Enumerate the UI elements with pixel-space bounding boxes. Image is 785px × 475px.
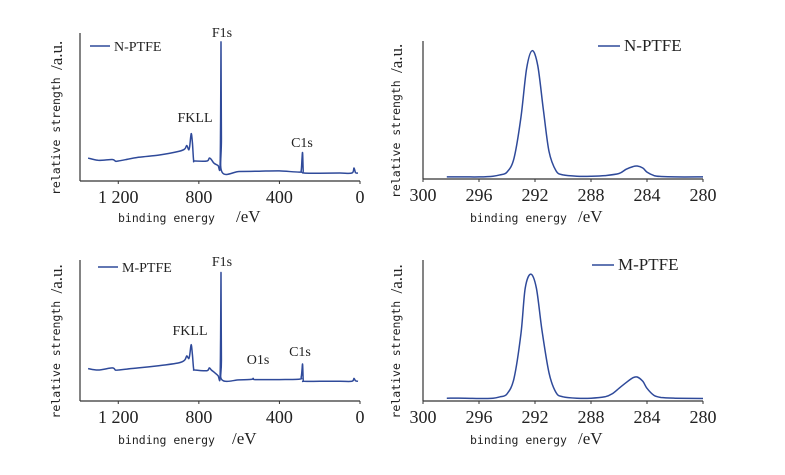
series-line-m-ptfe: [446, 273, 704, 400]
x-axis-unit: /eV: [236, 207, 261, 226]
x-tick-label: 296: [466, 407, 493, 427]
panel-1: 1 200 800 400 0 binding energy/eV relative st…: [47, 26, 365, 226]
peak-label-o1s: O1s: [247, 353, 270, 368]
x-tick-label: 284: [634, 407, 661, 427]
x-tick-label: 284: [634, 185, 661, 205]
x-tick-label: 292: [522, 407, 549, 427]
peak-label-f1s: F1s: [212, 255, 232, 270]
x-tick-label: 280: [690, 407, 717, 427]
y-axis-label-group: relative strength/a.u.: [47, 41, 66, 195]
x-tick-label: 292: [522, 185, 549, 205]
x-axis-unit: /eV: [232, 429, 257, 448]
y-axis-label: relative strength: [49, 301, 63, 419]
x-tick-label: 288: [578, 407, 605, 427]
series-line-n-ptfe: [87, 41, 359, 176]
x-tick-label: 1 200: [98, 407, 139, 427]
x-tick-label: 300: [410, 185, 437, 205]
x-tick-label: 400: [266, 407, 293, 427]
y-axis-label-group: relative strength/a.u.: [387, 44, 406, 198]
peak-label-c1s: C1s: [291, 136, 313, 151]
peak-label-fkll: FKLL: [178, 111, 213, 126]
x-tick-label: 300: [410, 407, 437, 427]
series-line-n-ptfe: [446, 49, 704, 178]
peak-label-fkll: FKLL: [173, 324, 208, 339]
x-tick-label: 800: [185, 407, 212, 427]
panel-3: 1 200 800 400 0 binding energy/eV relative st…: [47, 255, 365, 448]
y-axis-unit: /a.u.: [387, 44, 406, 73]
y-axis-unit: /a.u.: [387, 264, 406, 293]
legend-label: N-PTFE: [114, 40, 161, 55]
legend-label: N-PTFE: [624, 36, 682, 55]
x-tick-label: 296: [466, 185, 493, 205]
x-axis-label: binding energy: [470, 211, 567, 225]
x-tick-label: 0: [356, 187, 365, 207]
x-tick-label: 280: [690, 185, 717, 205]
series-line-m-ptfe: [87, 271, 359, 383]
y-axis-unit: /a.u.: [47, 264, 66, 293]
x-axis-label: binding energy: [118, 211, 215, 225]
legend-label: M-PTFE: [618, 255, 678, 274]
x-tick-label: 1 200: [98, 187, 139, 207]
y-axis-label: relative strength: [389, 80, 403, 198]
legend-label: M-PTFE: [122, 261, 172, 276]
panel-4: 300 296 292 288 284 280 binding energy/eV relat…: [387, 255, 717, 448]
x-axis-unit: /eV: [578, 207, 603, 226]
x-axis-label: binding energy: [470, 433, 567, 447]
x-tick-label: 800: [185, 187, 212, 207]
x-axis-unit: /eV: [578, 429, 603, 448]
y-axis-label-group: relative strength/a.u.: [47, 264, 66, 418]
y-axis-label-group: relative strength/a.u.: [387, 264, 406, 418]
x-tick-label: 288: [578, 185, 605, 205]
y-axis-label: relative strength: [49, 77, 63, 195]
x-tick-label: 400: [266, 187, 293, 207]
panel-2: 300 296 292 288 284 280 binding energy/eV relat…: [387, 36, 717, 226]
peak-label-f1s: F1s: [212, 26, 232, 41]
y-axis-unit: /a.u.: [47, 41, 66, 70]
x-tick-label: 0: [356, 407, 365, 427]
x-axis-label: binding energy: [118, 433, 215, 447]
peak-label-c1s: C1s: [289, 345, 311, 360]
y-axis-label: relative strength: [389, 301, 403, 419]
